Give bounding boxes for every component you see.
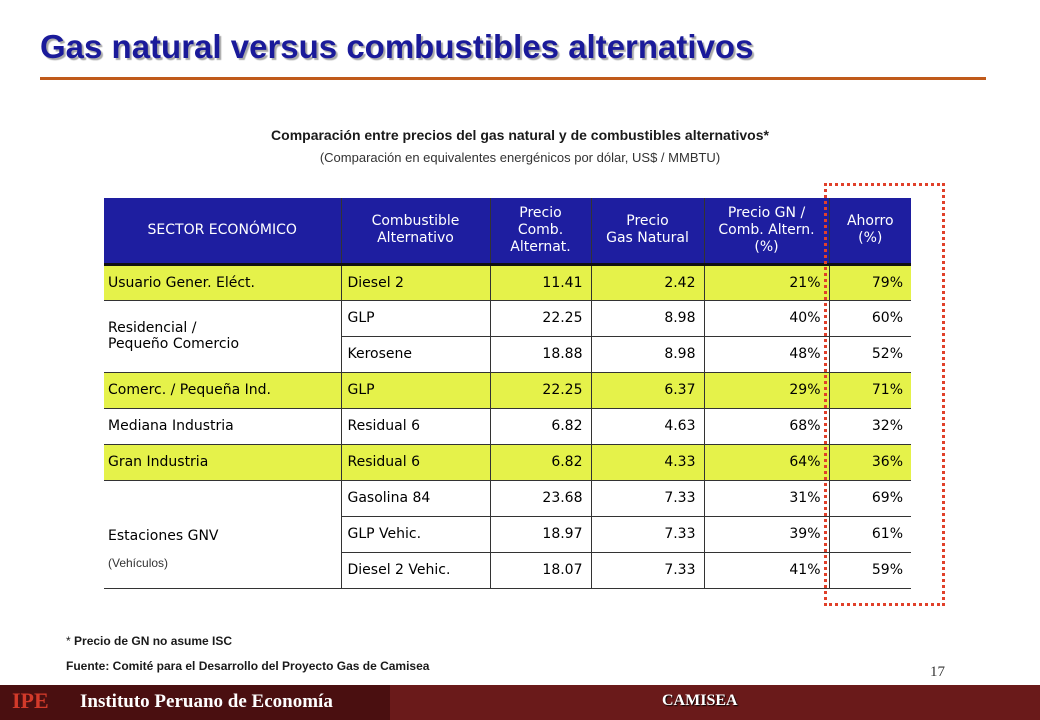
table-row: Usuario Gener. Eléct. Diesel 2 11.41 2.4… (104, 264, 911, 301)
header-sector: SECTOR ECONÓMICO (104, 198, 341, 266)
footer-left-panel (0, 685, 390, 720)
footer-project-name: CAMISEA (662, 692, 738, 709)
title-rule (40, 77, 986, 80)
saving-cell: 60% (828, 300, 911, 337)
saving-cell: 71% (828, 372, 911, 409)
sector-cell: Mediana Industria (104, 408, 341, 445)
ratio-cell: 40% (703, 300, 829, 337)
sector-cell: Usuario Gener. Eléct. (104, 264, 341, 301)
price-gn-cell: 7.33 (590, 480, 704, 517)
table-row: Comerc. / Pequeña Ind. GLP 22.25 6.37 29… (104, 372, 911, 409)
table-row: Estaciones GNV (Vehículos) Gasolina 84 2… (104, 480, 911, 589)
ratio-cell: 64% (703, 444, 829, 481)
fuel-cell: GLP Vehic. (340, 516, 490, 553)
price-alt-cell: 23.68 (489, 480, 591, 517)
table-row: Diesel 2 Vehic. 18.07 7.33 41% 59% (104, 552, 911, 589)
price-alt-cell: 18.07 (489, 552, 591, 589)
ratio-cell: 39% (703, 516, 829, 553)
saving-cell: 36% (828, 444, 911, 481)
table-header-row: SECTOR ECONÓMICO Combustible Alternativo … (104, 198, 911, 266)
sector-cell: Estaciones GNV (Vehículos) (104, 480, 341, 589)
saving-highlight-box (824, 183, 945, 606)
footnote-source: Fuente: Comité para el Desarrollo del Pr… (66, 659, 430, 673)
price-comparison-table: SECTOR ECONÓMICO Combustible Alternativo … (104, 198, 911, 589)
ratio-cell: 68% (703, 408, 829, 445)
sector-cell: Gran Industria (104, 444, 341, 481)
footer-organization: Instituto Peruano de Economía (80, 691, 333, 712)
price-gn-cell: 8.98 (590, 300, 704, 337)
fuel-cell: Diesel 2 Vehic. (340, 552, 490, 589)
price-gn-cell: 7.33 (590, 516, 704, 553)
header-fuel: Combustible Alternativo (340, 198, 490, 266)
table-title: Comparación entre precios del gas natura… (271, 127, 769, 143)
price-gn-cell: 6.37 (590, 372, 704, 409)
table-subtitle: (Comparación en equivalentes energénicos… (319, 150, 721, 165)
fuel-cell: Diesel 2 (340, 264, 490, 301)
footnote-isc: * Precio de GN no asume ISC (66, 634, 233, 648)
page-number: 17 (930, 664, 945, 680)
fuel-cell: GLP (340, 372, 490, 409)
price-alt-cell: 6.82 (489, 444, 591, 481)
table-row: Kerosene 18.88 8.98 48% 52% (104, 336, 911, 373)
fuel-cell: Kerosene (340, 336, 490, 373)
saving-cell: 61% (828, 516, 911, 553)
saving-cell: 52% (828, 336, 911, 373)
ratio-cell: 29% (703, 372, 829, 409)
saving-cell: 32% (828, 408, 911, 445)
sector-cell: Residencial / Pequeño Comercio (104, 300, 341, 373)
ratio-cell: 21% (703, 264, 829, 301)
fuel-cell: Residual 6 (340, 408, 490, 445)
table-row: Mediana Industria Residual 6 6.82 4.63 6… (104, 408, 911, 445)
header-price-gn: Precio Gas Natural (590, 198, 704, 266)
price-alt-cell: 18.97 (489, 516, 591, 553)
header-saving: Ahorro (%) (828, 198, 911, 266)
price-gn-cell: 4.33 (590, 444, 704, 481)
price-gn-cell: 8.98 (590, 336, 704, 373)
fuel-cell: Gasolina 84 (340, 480, 490, 517)
saving-cell: 59% (828, 552, 911, 589)
ratio-cell: 48% (703, 336, 829, 373)
header-price-alt: Precio Comb. Alternat. (489, 198, 591, 266)
table-row: GLP Vehic. 18.97 7.33 39% 61% (104, 516, 911, 553)
price-alt-cell: 6.82 (489, 408, 591, 445)
ratio-cell: 41% (703, 552, 829, 589)
header-ratio: Precio GN / Comb. Altern. (%) (703, 198, 829, 266)
slide-title: Gas natural versus combustibles alternat… (40, 28, 754, 65)
ipe-logo: IPE (12, 688, 49, 713)
saving-cell: 69% (828, 480, 911, 517)
sector-note: (Vehículos) (108, 556, 169, 570)
ratio-cell: 31% (703, 480, 829, 517)
price-gn-cell: 4.63 (590, 408, 704, 445)
fuel-cell: Residual 6 (340, 444, 490, 481)
saving-cell: 79% (828, 264, 911, 301)
fuel-cell: GLP (340, 300, 490, 337)
sector-cell: Comerc. / Pequeña Ind. (104, 372, 341, 409)
price-alt-cell: 11.41 (489, 264, 591, 301)
table-row: Gran Industria Residual 6 6.82 4.33 64% … (104, 444, 911, 481)
price-alt-cell: 22.25 (489, 300, 591, 337)
price-gn-cell: 7.33 (590, 552, 704, 589)
table-row: Residencial / Pequeño Comercio GLP 22.25 … (104, 300, 911, 373)
price-gn-cell: 2.42 (590, 264, 704, 301)
price-alt-cell: 18.88 (489, 336, 591, 373)
price-alt-cell: 22.25 (489, 372, 591, 409)
